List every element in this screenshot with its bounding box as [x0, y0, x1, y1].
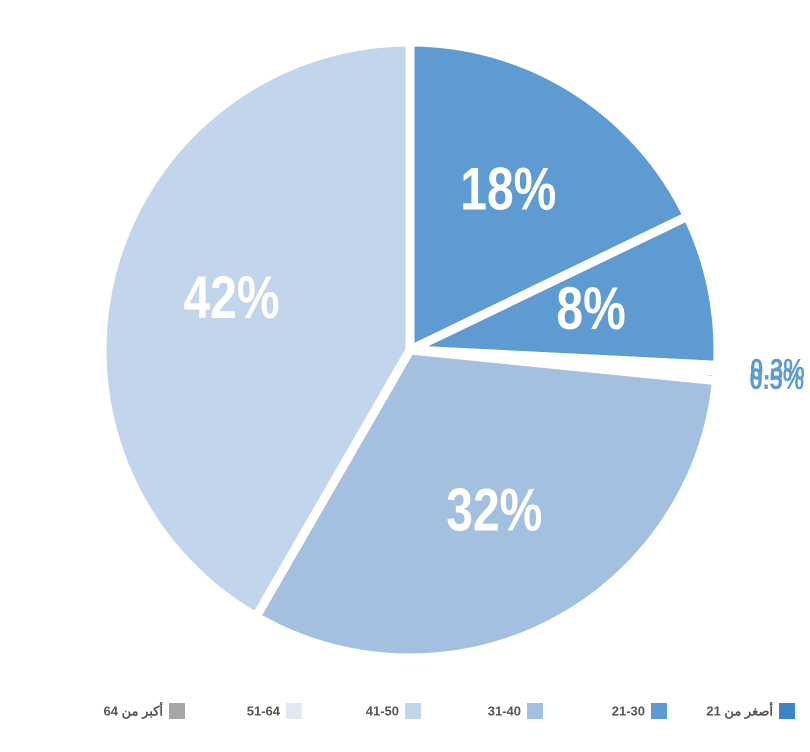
slice-label: 18%: [460, 155, 556, 222]
pie-slice: [97, 37, 415, 623]
pie-slice: [249, 345, 722, 663]
slice-label: 0.5%: [749, 361, 804, 395]
legend-swatch: [779, 703, 795, 719]
pie-slice: [408, 210, 723, 371]
legend-swatch: [169, 703, 185, 719]
slice-label: 0.3%: [750, 352, 805, 386]
legend-swatch: [527, 703, 543, 719]
legend-label: أصغر من 21: [706, 702, 773, 719]
slice-label: 42%: [183, 264, 279, 331]
pie-slice: [405, 37, 694, 358]
slice-label: 8%: [556, 275, 625, 342]
legend-swatch: [405, 703, 421, 719]
legend-label: 31-40: [488, 703, 521, 718]
legend-label: 21-30: [612, 703, 645, 718]
slice-label: 32%: [446, 476, 542, 543]
legend-label: أكبر من 64: [104, 702, 164, 719]
legend-label: 41-50: [366, 703, 399, 718]
legend-swatch: [651, 703, 667, 719]
legend-label: 51-64: [247, 703, 281, 718]
legend-swatch: [286, 703, 302, 719]
